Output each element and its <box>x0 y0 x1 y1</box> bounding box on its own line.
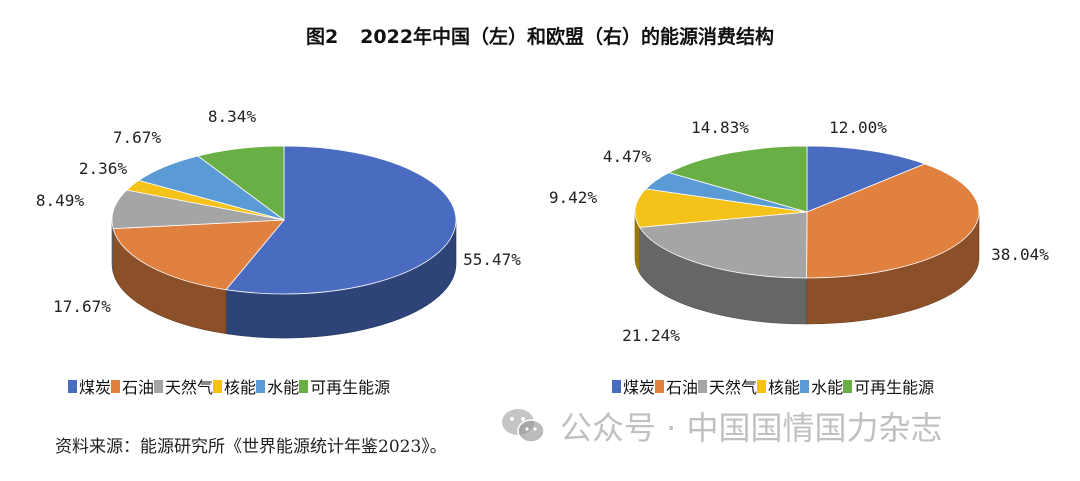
pie-slice-0-0 <box>225 145 457 295</box>
pie-slice-1-3 <box>634 188 808 228</box>
watermark: 公众号 · 中国国情国力杂志 <box>500 403 943 449</box>
legend-swatch <box>655 379 665 393</box>
legend-item-0-3: 核能 <box>213 374 256 398</box>
legend-swatch <box>154 379 164 393</box>
pie-slice-1-0 <box>806 145 926 213</box>
data-label-1-5: 14.83% <box>691 118 749 137</box>
pie-slice-1-2 <box>638 211 808 279</box>
legend-label: 石油 <box>122 378 155 397</box>
legend-label: 核能 <box>224 378 257 397</box>
data-label-1-3: 9.42% <box>549 188 598 207</box>
legend-swatch <box>843 379 853 393</box>
watermark-text: 公众号 · 中国国情国力杂志 <box>560 409 943 447</box>
pie-slice-0-2 <box>111 189 285 230</box>
pie-slice-0-1 <box>112 219 285 291</box>
legend-item-0-4: 水能 <box>256 374 299 398</box>
legend-item-1-5: 可再生能源 <box>843 374 934 398</box>
legend-label: 石油 <box>666 378 699 397</box>
data-label-1-0: 12.00% <box>829 118 887 137</box>
legend-label: 煤炭 <box>623 378 656 397</box>
legend-swatch <box>213 379 223 393</box>
data-label-1-2: 21.24% <box>622 326 680 345</box>
pie-slice-1-5 <box>667 145 808 213</box>
data-label-0-1: 17.67% <box>53 297 111 316</box>
legend-item-0-5: 可再生能源 <box>299 374 390 398</box>
data-label-0-2: 8.49% <box>36 191 85 210</box>
legend-label: 核能 <box>768 378 801 397</box>
data-label-0-5: 8.34% <box>208 107 257 126</box>
legend-swatch <box>68 379 77 393</box>
legend-swatch <box>111 379 121 393</box>
legend-china: 煤炭 石油 天然气 核能 水能 可再生能源 <box>68 374 390 398</box>
legend-item-1-3: 核能 <box>757 374 800 398</box>
legend-item-0-0: 煤炭 <box>68 374 111 398</box>
legend-swatch <box>698 379 708 393</box>
legend-item-1-1: 石油 <box>655 374 698 398</box>
data-label-1-4: 4.47% <box>603 147 652 166</box>
pie-slice-0-5 <box>197 145 285 221</box>
legend-label: 天然气 <box>165 378 214 397</box>
data-label-0-3: 2.36% <box>79 159 128 178</box>
wechat-icon <box>502 409 545 443</box>
legend-label: 水能 <box>267 378 300 397</box>
figure-title-text: 2022年中国（左）和欧盟（右）的能源消费结构 <box>360 26 775 48</box>
legend-eu: 煤炭 石油 天然气 核能 水能 可再生能源 <box>612 374 934 398</box>
legend-swatch <box>256 379 266 393</box>
figure-number: 图2 <box>305 26 339 48</box>
legend-item-1-0: 煤炭 <box>612 374 655 398</box>
legend-swatch <box>800 379 810 393</box>
legend-label: 煤炭 <box>79 378 112 397</box>
legend-label: 可再生能源 <box>854 378 935 397</box>
legend-swatch <box>299 379 309 393</box>
data-label-0-0: 55.47% <box>463 250 521 269</box>
legend-swatch <box>757 379 767 393</box>
legend-item-0-1: 石油 <box>111 374 154 398</box>
data-label-0-4: 7.67% <box>113 128 162 147</box>
chart-title: 图2 2022年中国（左）和欧盟（右）的能源消费结构 <box>0 22 1080 49</box>
data-label-1-1: 38.04% <box>991 245 1049 264</box>
legend-label: 水能 <box>811 378 844 397</box>
pie-slice-1-1 <box>806 163 980 279</box>
legend-label: 可再生能源 <box>310 378 391 397</box>
legend-item-0-2: 天然气 <box>154 374 213 398</box>
legend-swatch <box>612 379 621 393</box>
source-note: 资料来源：能源研究所《世界能源统计年鉴2023》。 <box>55 437 447 457</box>
legend-item-1-4: 水能 <box>800 374 843 398</box>
legend-label: 天然气 <box>709 378 758 397</box>
legend-item-1-2: 天然气 <box>698 374 757 398</box>
